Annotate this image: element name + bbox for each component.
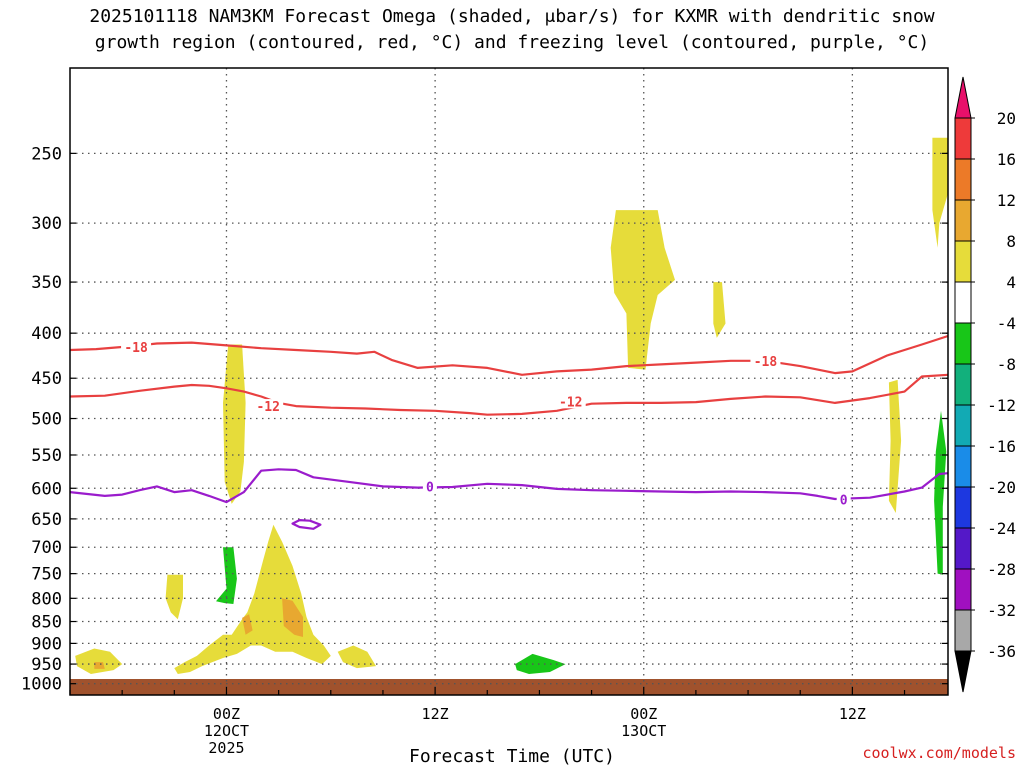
chart-title-line2: growth region (contoured, red, °C) and f… <box>94 32 930 53</box>
x-tick-label-30-0: 00Z <box>630 705 657 723</box>
y-tick-label-300: 300 <box>31 214 62 234</box>
plot-frame <box>69 67 949 696</box>
y-tick-label-650: 650 <box>31 510 62 530</box>
colorbar-label-1: 16 <box>997 150 1016 169</box>
contour-label-2-1: 0 <box>840 494 848 509</box>
y-tick-label-350: 350 <box>31 273 62 293</box>
colorbar-label-11: -28 <box>987 560 1016 579</box>
y-tick-label-600: 600 <box>31 479 62 499</box>
contour-line-0 <box>70 334 948 376</box>
colorbar-bin-10 <box>954 486 972 529</box>
omega-area-14 <box>282 598 303 637</box>
colorbar-arrow-top <box>954 76 972 119</box>
x-tick-label-30-1: 13OCT <box>621 722 666 740</box>
colorbar-label-12: -32 <box>987 601 1016 620</box>
colorbar-bin-4 <box>954 240 972 283</box>
colorbar-label-3: 8 <box>1006 232 1016 251</box>
colorbar-arrow-bottom <box>954 650 972 693</box>
contour-label-bg-0-0 <box>121 340 152 355</box>
grid-layer <box>70 68 948 695</box>
colorbar-bin-5 <box>954 281 972 324</box>
colorbar-label-10: -24 <box>987 519 1016 538</box>
y-tick-label-1000: 1000 <box>21 675 62 695</box>
omega-area-0 <box>223 344 246 504</box>
omega-area-17 <box>515 653 566 674</box>
contour-label-bg-2-1 <box>836 492 851 507</box>
plot-border <box>69 67 949 696</box>
y-tick-label-500: 500 <box>31 410 62 430</box>
contour-label-2-0: 0 <box>426 480 434 495</box>
omega-area-12 <box>94 662 105 669</box>
y-tick-label-700: 700 <box>31 538 62 558</box>
contour-label-0-0: -18 <box>124 341 148 356</box>
contour-label-bg-0-1 <box>750 353 781 368</box>
contour-label-1-0: -12 <box>256 400 279 415</box>
y-tick-label-950: 950 <box>31 655 62 675</box>
colorbar-bin-7 <box>954 363 972 406</box>
colorbar: 20 16 12 8 4 -4 -8 -12 -16 -20 -24 -28 -32 -36 <box>954 76 1016 693</box>
colorbar-bin-11 <box>954 527 972 570</box>
omega-area-8 <box>165 574 183 620</box>
ground-layer <box>70 679 948 695</box>
x-tick-label-6-1: 12OCT <box>204 722 249 740</box>
contour-label-bg-1-0 <box>253 399 284 414</box>
contour-line-3 <box>291 519 322 530</box>
colorbar-label-2: 12 <box>997 191 1016 210</box>
x-tick-label-6-2: 2025 <box>208 739 244 757</box>
colorbar-label-8: -16 <box>987 437 1016 456</box>
colorbar-bin-2 <box>954 158 972 201</box>
omega-area-15 <box>216 547 237 604</box>
omega-shading-layer <box>75 137 1024 674</box>
x-axis-title: Forecast Time (UTC) <box>409 746 615 767</box>
contour-label-0-1: -18 <box>754 355 778 370</box>
y-tick-label-250: 250 <box>31 144 62 164</box>
colorbar-bin-13 <box>954 609 972 652</box>
colorbar-label-6: -8 <box>997 355 1016 374</box>
chart-title-line1: 2025101118 NAM3KM Forecast Omega (shaded… <box>89 6 935 27</box>
y-tick-label-550: 550 <box>31 446 62 466</box>
omega-area-11 <box>337 645 376 669</box>
omega-area-13 <box>242 614 253 635</box>
y-tick-label-750: 750 <box>31 565 62 585</box>
x-tick-label-18-0: 12Z <box>422 705 449 723</box>
colorbar-bin-8 <box>954 404 972 447</box>
colorbar-label-9: -20 <box>987 478 1016 497</box>
omega-area-4 <box>888 379 902 513</box>
omega-area-16 <box>934 410 947 575</box>
colorbar-bin-12 <box>954 568 972 611</box>
colorbar-label-5: -4 <box>997 314 1016 333</box>
y-tick-label-800: 800 <box>31 589 62 609</box>
y-tick-label-850: 850 <box>31 613 62 633</box>
contour-label-1-1: -12 <box>559 395 582 410</box>
x-tick-label-42-0: 12Z <box>839 705 866 723</box>
omega-area-10 <box>174 524 331 674</box>
y-tick-label-450: 450 <box>31 369 62 389</box>
colorbar-bin-9 <box>954 445 972 488</box>
omega-area-1 <box>610 210 675 370</box>
contour-label-bg-1-1 <box>555 394 586 409</box>
omega-area-2 <box>713 282 726 338</box>
colorbar-label-7: -12 <box>987 396 1016 415</box>
ground-surface <box>70 679 948 695</box>
y-tick-label-400: 400 <box>31 324 62 344</box>
contour-line-2 <box>70 468 948 504</box>
colorbar-label-0: 20 <box>997 109 1016 128</box>
omega-area-9 <box>75 648 123 674</box>
y-tick-label-900: 900 <box>31 634 62 654</box>
colorbar-label-13: -36 <box>987 642 1016 661</box>
colorbar-bin-1 <box>954 117 972 160</box>
site-credit: coolwx.com/models <box>862 744 1016 762</box>
colorbar-bin-3 <box>954 199 972 242</box>
colorbar-bin-6 <box>954 322 972 365</box>
omega-area-3 <box>932 137 948 248</box>
omega-area-7 <box>1018 545 1024 594</box>
x-tick-label-6-0: 00Z <box>213 705 240 723</box>
contour-label-bg-2-0 <box>422 479 437 494</box>
colorbar-label-4: 4 <box>1006 273 1016 292</box>
contour-layer: -18 -18 -12 -12 0 0 <box>70 334 948 530</box>
y-axis: 2503003504004505005506006507007508008509… <box>21 144 948 695</box>
